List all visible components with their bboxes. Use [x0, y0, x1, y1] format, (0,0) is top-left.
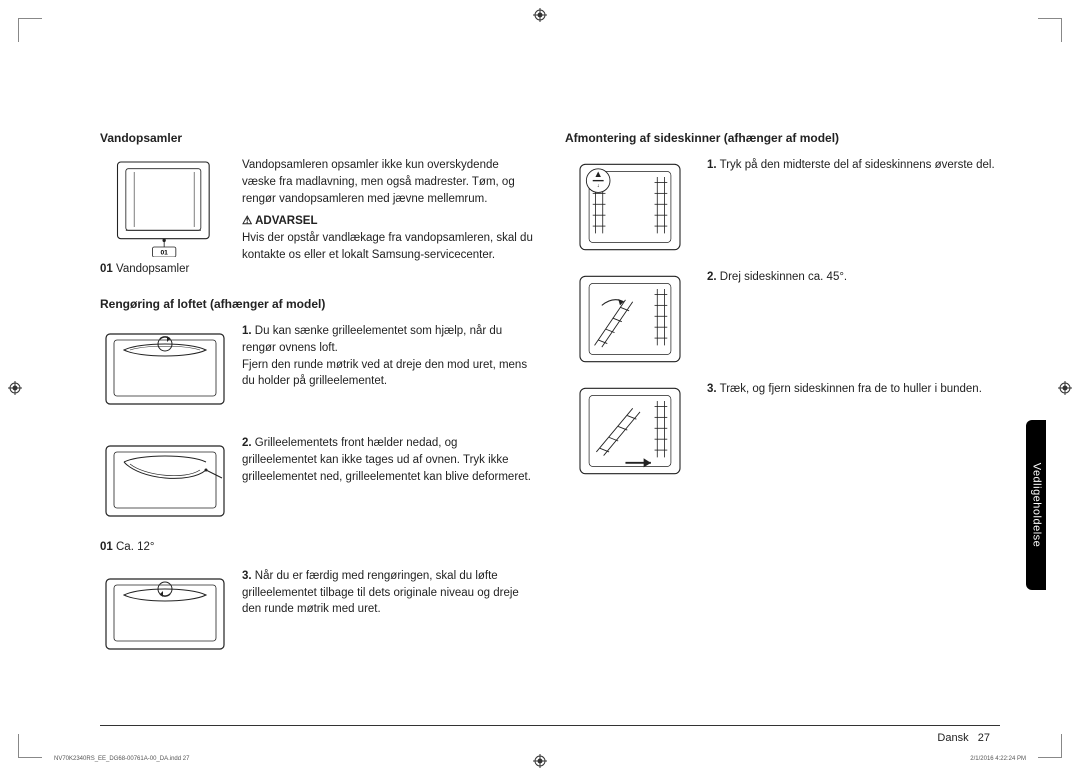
- step-body: Drej sideskinnen ca. 45°.: [720, 271, 847, 283]
- footer-language: Dansk: [937, 732, 968, 744]
- figure-rail-step3: [565, 381, 695, 481]
- caption-text: Vandopsamler: [116, 263, 189, 275]
- registration-mark: [533, 754, 547, 768]
- step-number: 2.: [242, 437, 252, 449]
- crop-mark: [1038, 734, 1062, 758]
- warning-label: ADVARSEL: [242, 213, 535, 230]
- content-area: Vandopsamler 01 01 Vando: [100, 130, 1000, 716]
- step-text: 1. Du kan sænke grilleelementet som hjæl…: [242, 323, 535, 423]
- caption-number: 01: [100, 541, 113, 553]
- paragraph: Vandopsamleren opsamler ikke kun oversky…: [242, 157, 535, 207]
- section-tab-label: Vedligeholdelse: [1030, 463, 1042, 548]
- section-tab: Vedligeholdelse: [1026, 420, 1046, 590]
- section-title: Rengøring af loftet (afhænger af model): [100, 296, 535, 313]
- step-text: 2. Grilleelementets front hælder nedad, …: [242, 435, 535, 556]
- imprint-timestamp: 2/1/2016 4:22:24 PM: [970, 756, 1026, 762]
- footer: Dansk 27: [937, 732, 990, 744]
- text-block: Vandopsamleren opsamler ikke kun oversky…: [242, 157, 535, 278]
- step-number: 3.: [707, 383, 717, 395]
- left-column: Vandopsamler 01 01 Vando: [100, 130, 535, 716]
- figure-grill-step3: [100, 568, 230, 668]
- step-body: Tryk på den midterste del af sideskinnen…: [720, 159, 995, 171]
- registration-mark: [533, 8, 547, 22]
- figure-grill-step2: 01 Ca. 12°: [100, 435, 230, 556]
- caption-number: 01: [100, 263, 113, 275]
- registration-mark: [8, 381, 22, 395]
- section-title: Vandopsamler: [100, 130, 535, 147]
- step-text: 3. Når du er færdig med rengøringen, ska…: [242, 568, 535, 668]
- step-text: 1. Tryk på den midterste del af sideskin…: [707, 157, 1000, 257]
- step-number: 2.: [707, 271, 717, 283]
- warning-text: Hvis der opstår vandlækage fra vandopsam…: [242, 230, 535, 263]
- step-text: 2. Drej sideskinnen ca. 45°.: [707, 269, 1000, 369]
- svg-text:01: 01: [160, 250, 168, 257]
- caption-text: Ca. 12°: [116, 541, 154, 553]
- section-title: Afmontering af sideskinner (afhænger af …: [565, 130, 1000, 147]
- registration-mark: [1058, 381, 1072, 395]
- crop-mark: [1038, 18, 1062, 42]
- page: Vedligeholdelse Vandopsamler 01: [0, 0, 1080, 776]
- step-number: 1.: [707, 159, 717, 171]
- right-column: Afmontering af sideskinner (afhænger af …: [565, 130, 1000, 716]
- figure-rail-step2: [565, 269, 695, 369]
- figure-water-collector: 01 01 Vandopsamler: [100, 157, 230, 278]
- figure-caption: 01 Vandopsamler: [100, 261, 230, 278]
- svg-text:↓: ↓: [597, 183, 600, 189]
- step-body: Du kan sænke grilleelementet som hjælp, …: [242, 325, 527, 387]
- crop-mark: [18, 734, 42, 758]
- step-number: 1.: [242, 325, 252, 337]
- step-number: 3.: [242, 570, 252, 582]
- figure-rail-step1: ↓: [565, 157, 695, 257]
- step-body: Når du er færdig med rengøringen, skal d…: [242, 570, 519, 615]
- footer-page-number: 27: [978, 732, 990, 744]
- step-body: Grilleelementets front hælder nedad, og …: [242, 437, 531, 482]
- step-body: Træk, og fjern sideskinnen fra de to hul…: [720, 383, 982, 395]
- figure-grill-step1: [100, 323, 230, 423]
- crop-mark: [18, 18, 42, 42]
- step-text: 3. Træk, og fjern sideskinnen fra de to …: [707, 381, 1000, 481]
- footer-divider: [100, 725, 1000, 726]
- figure-caption: 01 Ca. 12°: [100, 539, 230, 556]
- imprint-filename: NV70K2340RS_EE_DG68-00761A-00_DA.indd 27: [54, 756, 189, 762]
